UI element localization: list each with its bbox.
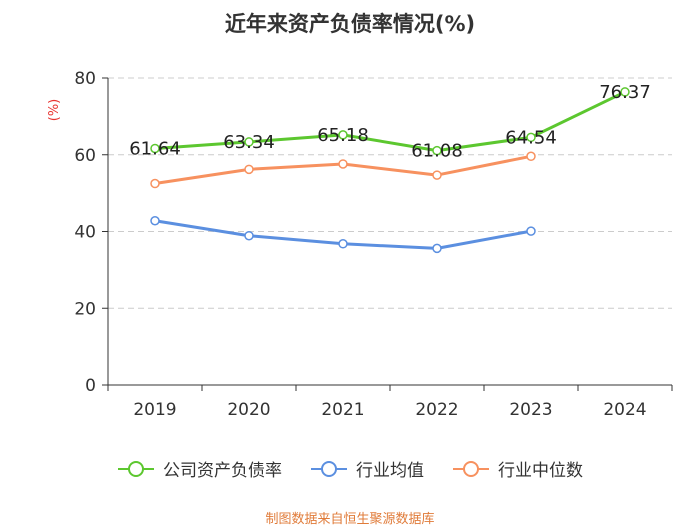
- x-tick-label: 2023: [509, 400, 552, 420]
- y-tick-label: 40: [74, 223, 96, 243]
- data-point: [244, 164, 254, 175]
- data-label: 64.54: [505, 127, 557, 148]
- data-point: [526, 151, 536, 162]
- data-label: 65.18: [317, 125, 369, 146]
- legend-label: 行业中位数: [498, 461, 583, 481]
- legend-item[interactable]: 行业中位数: [452, 456, 583, 481]
- data-point: [432, 145, 442, 156]
- axes: 0 20 40 60 80 2019 2020 2021 2022 2023 2024: [74, 69, 673, 420]
- legend-swatch-icon: [453, 460, 489, 477]
- data-label: 61.64: [129, 138, 181, 159]
- x-tick-label: 2022: [415, 400, 458, 420]
- data-point: [244, 137, 254, 147]
- legend-item[interactable]: 行业均值: [310, 456, 424, 481]
- series-layer: [150, 87, 630, 254]
- data-label: 61.08: [411, 141, 463, 162]
- data-point: [620, 87, 630, 97]
- x-tick-label: 2024: [603, 400, 646, 420]
- data-point: [526, 132, 536, 143]
- legend-swatch-icon: [118, 460, 154, 477]
- y-axis-label: (%): [47, 99, 62, 122]
- series-line: [154, 90, 626, 153]
- legend-label: 行业均值: [356, 461, 424, 481]
- x-tick-label: 2021: [321, 400, 364, 420]
- data-point: [432, 243, 442, 254]
- data-point: [150, 143, 160, 154]
- source-note: 制图数据来自恒生聚源数据库: [265, 512, 435, 527]
- y-tick-label: 80: [74, 69, 96, 89]
- legend-item[interactable]: 公司资产负债率: [117, 456, 282, 481]
- data-point: [338, 239, 348, 249]
- y-tick-label: 0: [85, 376, 96, 396]
- data-point: [526, 226, 536, 236]
- data-point: [244, 230, 254, 241]
- data-point: [338, 159, 348, 169]
- legend-label: 公司资产负债率: [163, 461, 282, 481]
- x-tick-label: 2020: [227, 400, 270, 420]
- x-tick-label: 2019: [133, 400, 176, 420]
- grid-lines: [108, 77, 672, 309]
- data-point: [432, 170, 442, 180]
- data-label: 76.37: [599, 82, 651, 103]
- data-labels: 61.64 63.34 65.18 61.08 64.54 76.37: [129, 82, 651, 162]
- legend-swatch-icon: [311, 460, 347, 477]
- legend: 公司资产负债率 行业均值 行业中位数: [0, 456, 700, 481]
- data-label: 63.34: [223, 132, 275, 153]
- y-tick-label: 60: [74, 146, 96, 166]
- chart-title: 近年来资产负债率情况(%): [224, 12, 476, 36]
- data-point: [150, 178, 160, 189]
- data-point: [150, 216, 160, 226]
- data-point: [338, 130, 348, 140]
- y-tick-label: 20: [74, 299, 96, 319]
